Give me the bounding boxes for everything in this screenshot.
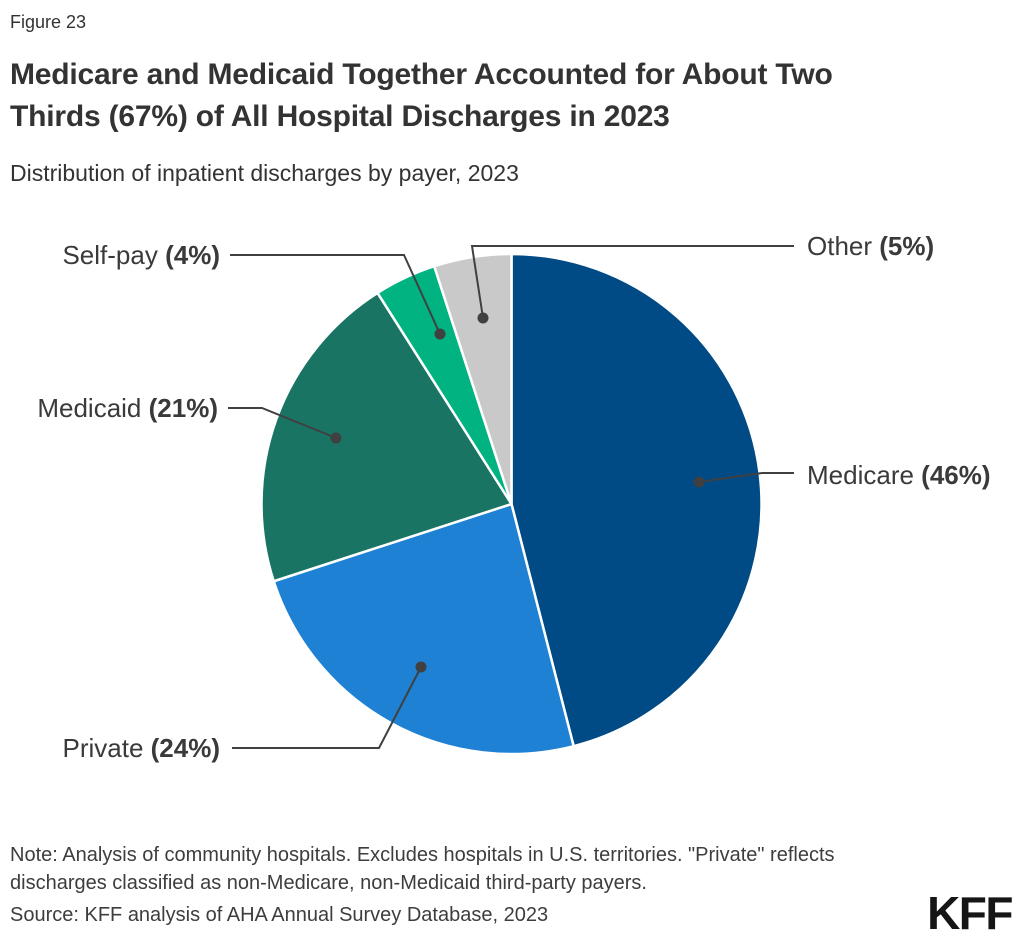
page-title: Medicare and Medicaid Together Accounted… [10, 54, 1000, 138]
label-self-pay: Self-pay (4%) [62, 240, 220, 270]
page-title-line1: Medicare and Medicaid Together Accounted… [10, 58, 833, 91]
label-private-pct: (24%) [150, 733, 220, 763]
label-medicaid-pct: (21%) [148, 393, 218, 423]
leader-dot-private [415, 661, 427, 673]
label-other-text: Other [807, 231, 873, 261]
leader-dot-medicare [693, 476, 705, 488]
label-other-pct: (5%) [879, 231, 935, 261]
label-self-pay-pct: (4%) [165, 240, 220, 270]
source-text: Source: KFF analysis of AHA Annual Surve… [10, 904, 549, 926]
label-private-text: Private [62, 733, 144, 763]
label-other: Other (5%) [807, 231, 934, 261]
leader-line-self-pay [230, 254, 441, 335]
leader-line-medicaid [228, 407, 337, 439]
label-medicare-pct: (46%) [921, 460, 991, 490]
label-self-pay-text: Self-pay [62, 240, 158, 270]
label-medicaid: Medicaid (21%) [37, 393, 218, 423]
note-line1: Note: Analysis of community hospitals. E… [10, 844, 835, 866]
figure-label: Figure 23 [10, 12, 87, 32]
leader-dot-other [477, 312, 489, 324]
leader-dot-self-pay [434, 328, 446, 340]
pie-chart-svg [228, 245, 794, 756]
note-line2: discharges classified as non-Medicare, n… [10, 872, 647, 894]
label-medicare: Medicare (46%) [807, 460, 991, 490]
leader-line-other [470, 245, 794, 319]
page-title-line2: Thirds (67%) of All Hospital Discharges … [10, 100, 670, 133]
leader-dot-medicaid [330, 432, 342, 444]
label-medicare-text: Medicare [807, 460, 914, 490]
label-private: Private (24%) [62, 733, 220, 763]
pie [260, 252, 763, 756]
pie-slice-medicaid [260, 291, 513, 583]
pie-slice-other [433, 252, 513, 506]
chart-subtitle: Distribution of inpatient discharges by … [10, 160, 519, 186]
kff-logo: KFF [927, 887, 1013, 939]
leader-line-medicare [698, 472, 794, 483]
leader-line-private [232, 666, 422, 749]
note-text: Note: Analysis of community hospitals. E… [10, 841, 990, 897]
label-medicaid-text: Medicaid [37, 393, 142, 423]
